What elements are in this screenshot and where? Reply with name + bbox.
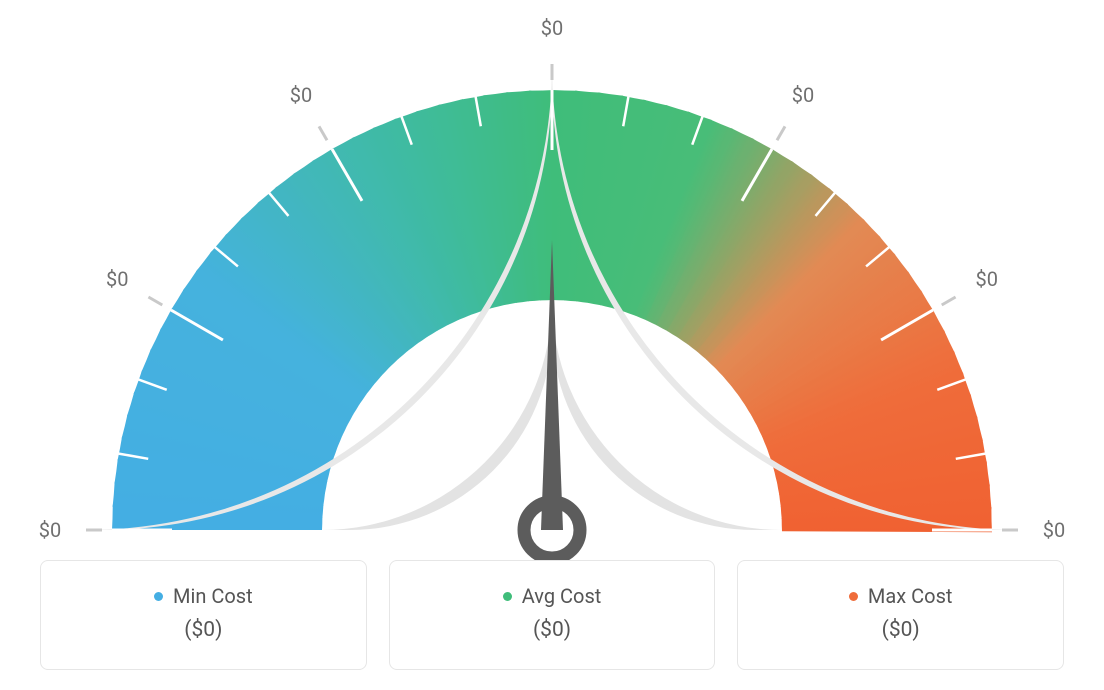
gauge-tick-label: $0	[1043, 518, 1065, 542]
legend-label-max: Max Cost	[868, 584, 953, 608]
gauge-tick-label: $0	[106, 267, 128, 291]
gauge-tick-label: $0	[792, 83, 814, 107]
gauge-svg	[0, 0, 1104, 560]
legend-card-avg: Avg Cost ($0)	[389, 560, 716, 670]
legend-row: Min Cost ($0) Avg Cost ($0) Max Cost ($0…	[40, 560, 1064, 670]
legend-dot-min	[154, 592, 163, 601]
legend-card-min: Min Cost ($0)	[40, 560, 367, 670]
gauge-tick-label: $0	[39, 518, 61, 542]
gauge-tick-label: $0	[290, 83, 312, 107]
legend-value-min: ($0)	[184, 618, 222, 642]
legend-title-max: Max Cost	[849, 584, 953, 608]
legend-value-max: ($0)	[882, 618, 920, 642]
gauge-area: $0 $0 $0 $0 $0 $0 $0	[0, 0, 1104, 560]
legend-label-avg: Avg Cost	[522, 584, 602, 608]
legend-card-max: Max Cost ($0)	[737, 560, 1064, 670]
gauge-tick-label: $0	[541, 16, 563, 40]
cost-gauge-chart: $0 $0 $0 $0 $0 $0 $0 Min Cost ($0) Avg Cost ($…	[0, 0, 1104, 690]
gauge-tick-label: $0	[975, 267, 997, 291]
legend-title-min: Min Cost	[154, 584, 253, 608]
legend-label-min: Min Cost	[173, 584, 253, 608]
legend-dot-avg	[503, 592, 512, 601]
legend-dot-max	[849, 592, 858, 601]
legend-title-avg: Avg Cost	[503, 584, 602, 608]
legend-value-avg: ($0)	[533, 618, 571, 642]
